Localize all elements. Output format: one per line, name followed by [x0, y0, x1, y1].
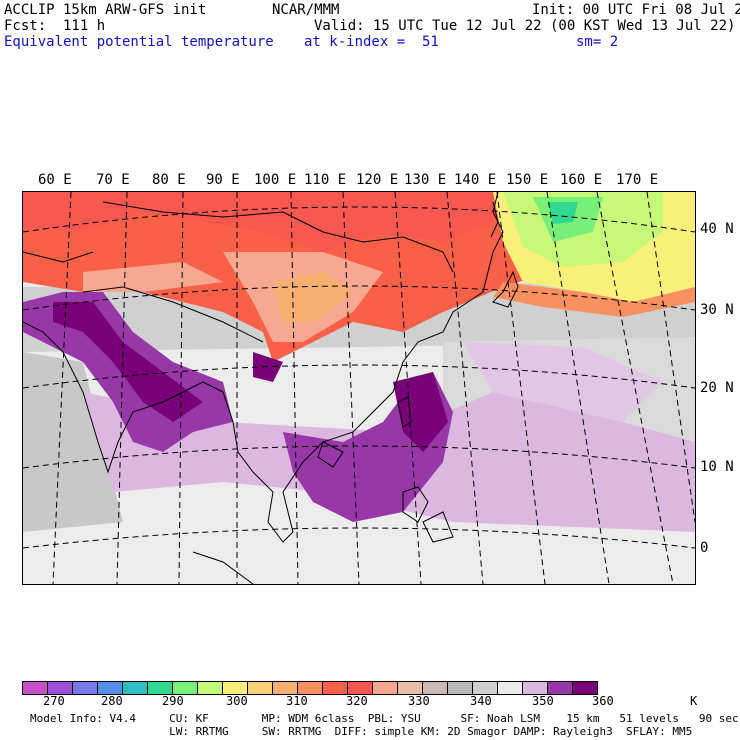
colorbar-swatch — [48, 682, 73, 694]
colorbar-swatch — [23, 682, 48, 694]
colorbar-label: 290 — [162, 694, 184, 708]
colorbar-swatch — [98, 682, 123, 694]
colorbar-label: 340 — [470, 694, 492, 708]
colorbar — [22, 681, 598, 695]
colorbar-swatch — [73, 682, 98, 694]
model-info-line1: Model Info: V4.4 CU: KF MP: WDM 6class P… — [30, 712, 739, 725]
lon-label: 160 E — [560, 172, 603, 188]
lat-label: 10 N — [700, 459, 734, 475]
lon-label: 110 E — [304, 172, 347, 188]
colorbar-swatch — [123, 682, 148, 694]
org-label: NCAR/MMM — [272, 2, 340, 18]
colorbar-swatch — [423, 682, 448, 694]
colorbar-swatch — [173, 682, 198, 694]
colorbar-swatch — [323, 682, 348, 694]
init-time: Init: 00 UTC Fri 08 Jul 22 — [532, 2, 740, 18]
lat-label: 20 N — [700, 380, 734, 396]
lon-label: 90 E — [206, 172, 240, 188]
lat-label: 30 N — [700, 302, 734, 318]
theta-e-map — [22, 191, 696, 585]
lat-label: 0 — [700, 540, 709, 556]
model-title: ACCLIP 15km ARW-GFS init — [4, 2, 207, 18]
colorbar-swatch — [548, 682, 573, 694]
colorbar-label: 350 — [532, 694, 554, 708]
colorbar-label: 310 — [286, 694, 308, 708]
colorbar-swatch — [448, 682, 473, 694]
colorbar-swatch — [198, 682, 223, 694]
valid-time: Valid: 15 UTC Tue 12 Jul 22 (00 KST Wed … — [314, 18, 736, 34]
colorbar-label: 360 — [592, 694, 614, 708]
colorbar-label: 330 — [408, 694, 430, 708]
colorbar-swatch — [223, 682, 248, 694]
colorbar-swatch — [523, 682, 548, 694]
lon-label: 80 E — [152, 172, 186, 188]
field-name: Equivalent potential temperature — [4, 34, 274, 50]
colorbar-swatch — [573, 682, 597, 694]
lon-label: 60 E — [38, 172, 72, 188]
lon-label: 170 E — [616, 172, 659, 188]
lon-label: 140 E — [454, 172, 497, 188]
colorbar-label: 270 — [43, 694, 65, 708]
colorbar-swatch — [473, 682, 498, 694]
smoothing-label: sm= 2 — [576, 34, 619, 50]
colorbar-swatch — [248, 682, 273, 694]
colorbar-label: 300 — [226, 694, 248, 708]
lon-label: 150 E — [506, 172, 549, 188]
colorbar-label: 320 — [346, 694, 368, 708]
lon-label: 130 E — [404, 172, 447, 188]
level-label: at k-index = 51 — [304, 34, 439, 50]
colorbar-swatch — [398, 682, 423, 694]
colorbar-swatch — [348, 682, 373, 694]
lon-label: 100 E — [254, 172, 297, 188]
colorbar-unit: K — [690, 694, 698, 708]
colorbar-swatch — [498, 682, 523, 694]
colorbar-swatch — [273, 682, 298, 694]
lon-label: 70 E — [96, 172, 130, 188]
colorbar-label: 280 — [101, 694, 123, 708]
lon-label: 120 E — [356, 172, 399, 188]
lat-label: 40 N — [700, 221, 734, 237]
colorbar-swatch — [373, 682, 398, 694]
model-info-line2: LW: RRTMG SW: RRTMG DIFF: simple KM: 2D … — [30, 725, 693, 738]
forecast-hour: Fcst: 111 h — [4, 18, 106, 34]
colorbar-swatch — [298, 682, 323, 694]
colorbar-swatch — [148, 682, 173, 694]
